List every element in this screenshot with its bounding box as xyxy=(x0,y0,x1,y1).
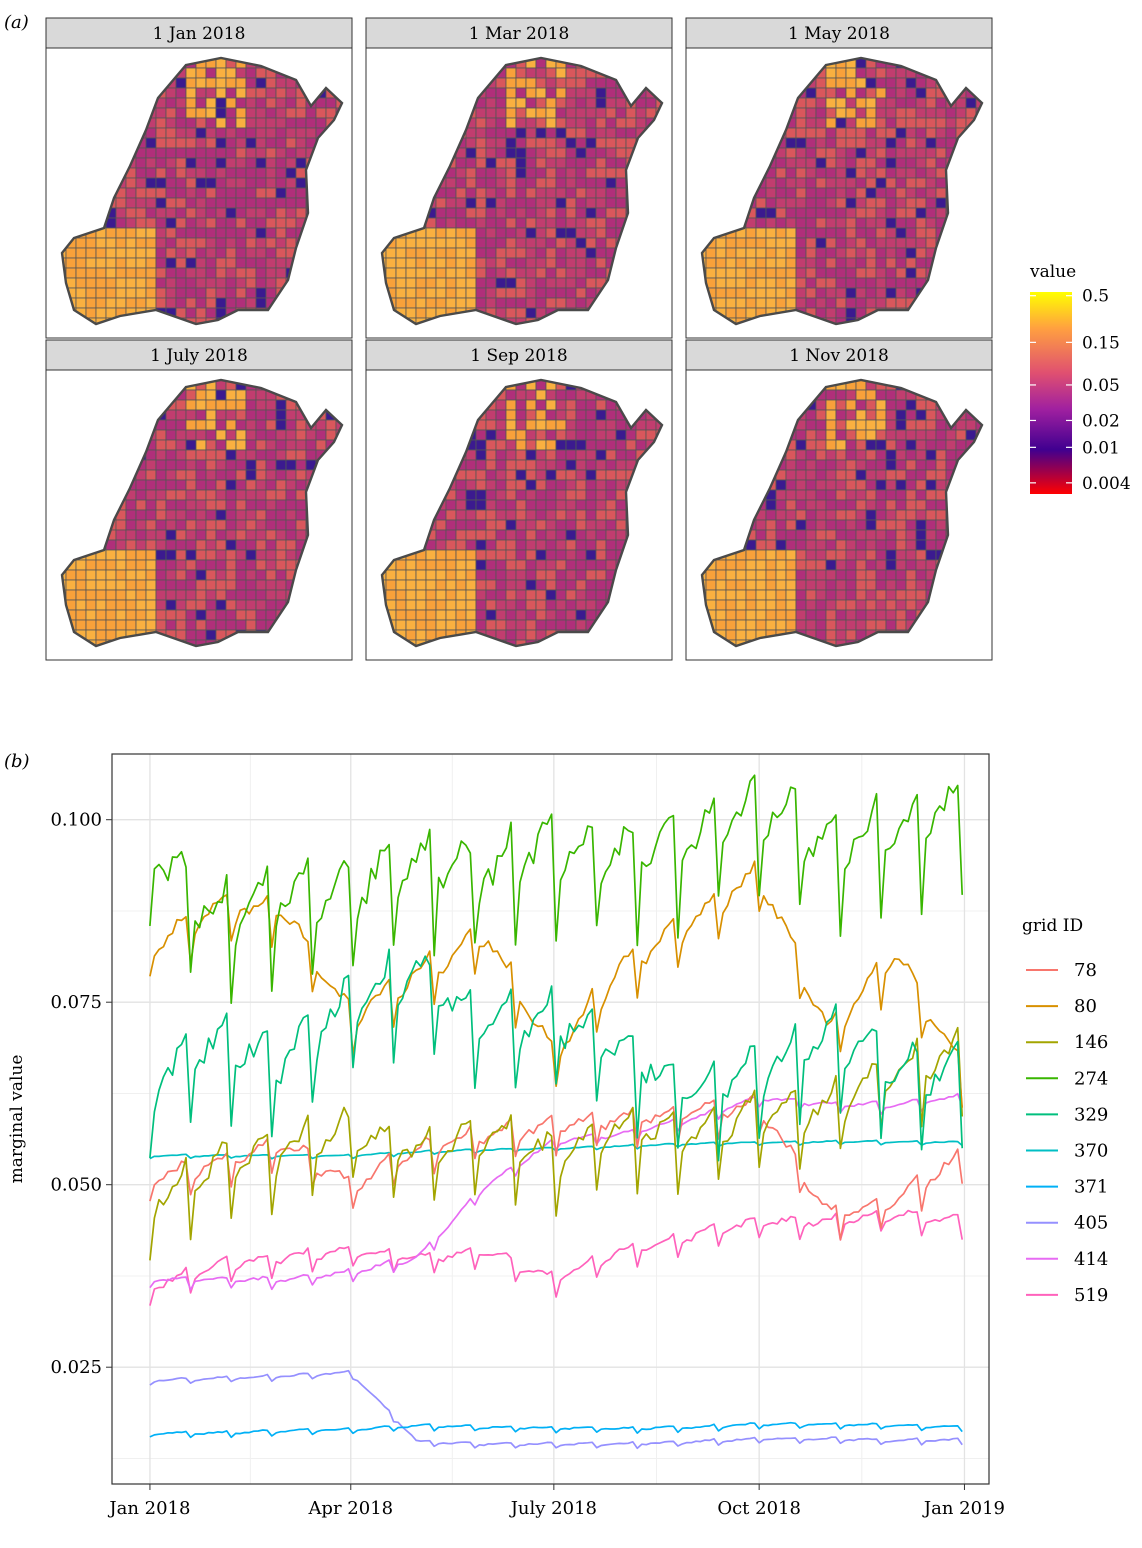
legend-item-80: 80 xyxy=(1026,996,1097,1017)
legend-item-519: 519 xyxy=(1026,1285,1108,1306)
series-line-519 xyxy=(149,1209,964,1306)
facet-6: 1 Nov 2018 xyxy=(685,339,993,661)
x-tick-label: Jan 2018 xyxy=(107,1498,190,1519)
colorbar-tick-label: 0.5 xyxy=(1082,287,1109,307)
legend-label: 329 xyxy=(1074,1104,1108,1125)
grid-id-legend: grid ID 78 80 146 274 329 370 371 405 414 519 xyxy=(1022,916,1108,1306)
colorbar-tick-label: 0.01 xyxy=(1082,438,1120,458)
legend-label: 78 xyxy=(1074,960,1097,981)
y-tick-label: 0.075 xyxy=(50,992,102,1013)
legend-item-405: 405 xyxy=(1026,1213,1108,1234)
y-axis-label: marginal value xyxy=(7,1055,27,1184)
region-outline xyxy=(700,56,984,326)
y-tick-label: 0.050 xyxy=(50,1175,102,1196)
legend-label: 405 xyxy=(1074,1213,1108,1234)
series-line-274 xyxy=(149,774,964,1005)
value-colorbar-ticks: 0.5 0.15 0.05 0.02 0.01 0.004 xyxy=(1030,287,1131,494)
region-outline xyxy=(60,56,344,326)
facet-strip-label: 1 Nov 2018 xyxy=(789,346,889,366)
y-tick-label: 0.025 xyxy=(50,1357,102,1378)
region-outline xyxy=(700,378,984,648)
legend-label: 274 xyxy=(1074,1068,1108,1089)
facet-2: 1 Mar 2018 xyxy=(365,17,673,339)
region-outline xyxy=(60,378,344,648)
panel-a-label: (a) xyxy=(4,12,29,33)
series-line-146 xyxy=(149,1026,964,1261)
line-chart: Jan 2018 Apr 2018 July 2018 Oct 2018 Jan 201… xyxy=(7,753,1005,1519)
legend-item-146: 146 xyxy=(1026,1032,1108,1053)
legend-label: 371 xyxy=(1074,1177,1108,1198)
plot-border xyxy=(111,753,990,1485)
x-tick-label: Apr 2018 xyxy=(307,1498,393,1519)
value-legend: value 0.5 0.15 0.05 0.02 0.01 0.004 xyxy=(1029,262,1131,494)
value-legend-title: value xyxy=(1029,262,1076,282)
value-colorbar xyxy=(1030,292,1072,494)
series-line-371 xyxy=(149,1421,963,1439)
facet-grid: 1 Jan 2018 1 Mar 2018 1 May 2018 1 July 201… xyxy=(45,17,993,661)
facet-strip xyxy=(685,339,993,371)
y-tick-label: 0.100 xyxy=(50,810,102,831)
series-lines xyxy=(149,774,964,1450)
legend-item-371: 371 xyxy=(1026,1177,1108,1198)
facet-strip-label: 1 May 2018 xyxy=(788,24,890,44)
series-line-329 xyxy=(149,948,964,1162)
series-line-405 xyxy=(149,1369,963,1450)
x-tick-label: Jan 2019 xyxy=(922,1498,1005,1519)
region-outline xyxy=(380,56,664,326)
legend-label: 414 xyxy=(1074,1249,1108,1270)
colorbar-tick-label: 0.02 xyxy=(1082,411,1120,431)
facet-strip-label: 1 Mar 2018 xyxy=(469,24,570,44)
facet-strip-label: 1 Sep 2018 xyxy=(470,346,567,366)
legend-item-329: 329 xyxy=(1026,1104,1108,1125)
region-outline xyxy=(380,378,664,648)
plot-area xyxy=(111,753,990,1485)
facet-strip xyxy=(45,17,353,49)
legend-label: 80 xyxy=(1074,996,1097,1017)
y-axis: 0.025 0.050 0.075 0.100 xyxy=(50,810,112,1378)
legend-item-274: 274 xyxy=(1026,1068,1108,1089)
facet-3: 1 May 2018 xyxy=(685,17,993,339)
x-tick-label: Oct 2018 xyxy=(717,1498,801,1519)
facet-strip-label: 1 Jan 2018 xyxy=(153,24,246,44)
grid-id-legend-title: grid ID xyxy=(1022,916,1083,936)
facet-1: 1 Jan 2018 xyxy=(45,17,353,339)
legend-label: 519 xyxy=(1074,1285,1108,1306)
legend-item-414: 414 xyxy=(1026,1249,1108,1270)
facet-strip-label: 1 July 2018 xyxy=(150,346,248,366)
legend-item-370: 370 xyxy=(1026,1141,1108,1162)
colorbar-tick-label: 0.15 xyxy=(1082,333,1120,353)
legend-item-78: 78 xyxy=(1026,960,1097,981)
x-axis: Jan 2018 Apr 2018 July 2018 Oct 2018 Jan 201… xyxy=(107,1484,1005,1519)
colorbar-tick-label: 0.05 xyxy=(1082,376,1120,396)
x-tick-label: July 2018 xyxy=(509,1498,597,1519)
grid-id-legend-items: 78 80 146 274 329 370 371 405 414 519 xyxy=(1026,960,1108,1306)
panel-b-label: (b) xyxy=(4,751,30,772)
facet-strip xyxy=(365,339,673,371)
legend-label: 146 xyxy=(1074,1032,1108,1053)
facet-4: 1 July 2018 xyxy=(45,339,353,661)
colorbar-tick-label: 0.004 xyxy=(1082,474,1131,494)
legend-label: 370 xyxy=(1074,1141,1108,1162)
facet-5: 1 Sep 2018 xyxy=(365,339,673,661)
